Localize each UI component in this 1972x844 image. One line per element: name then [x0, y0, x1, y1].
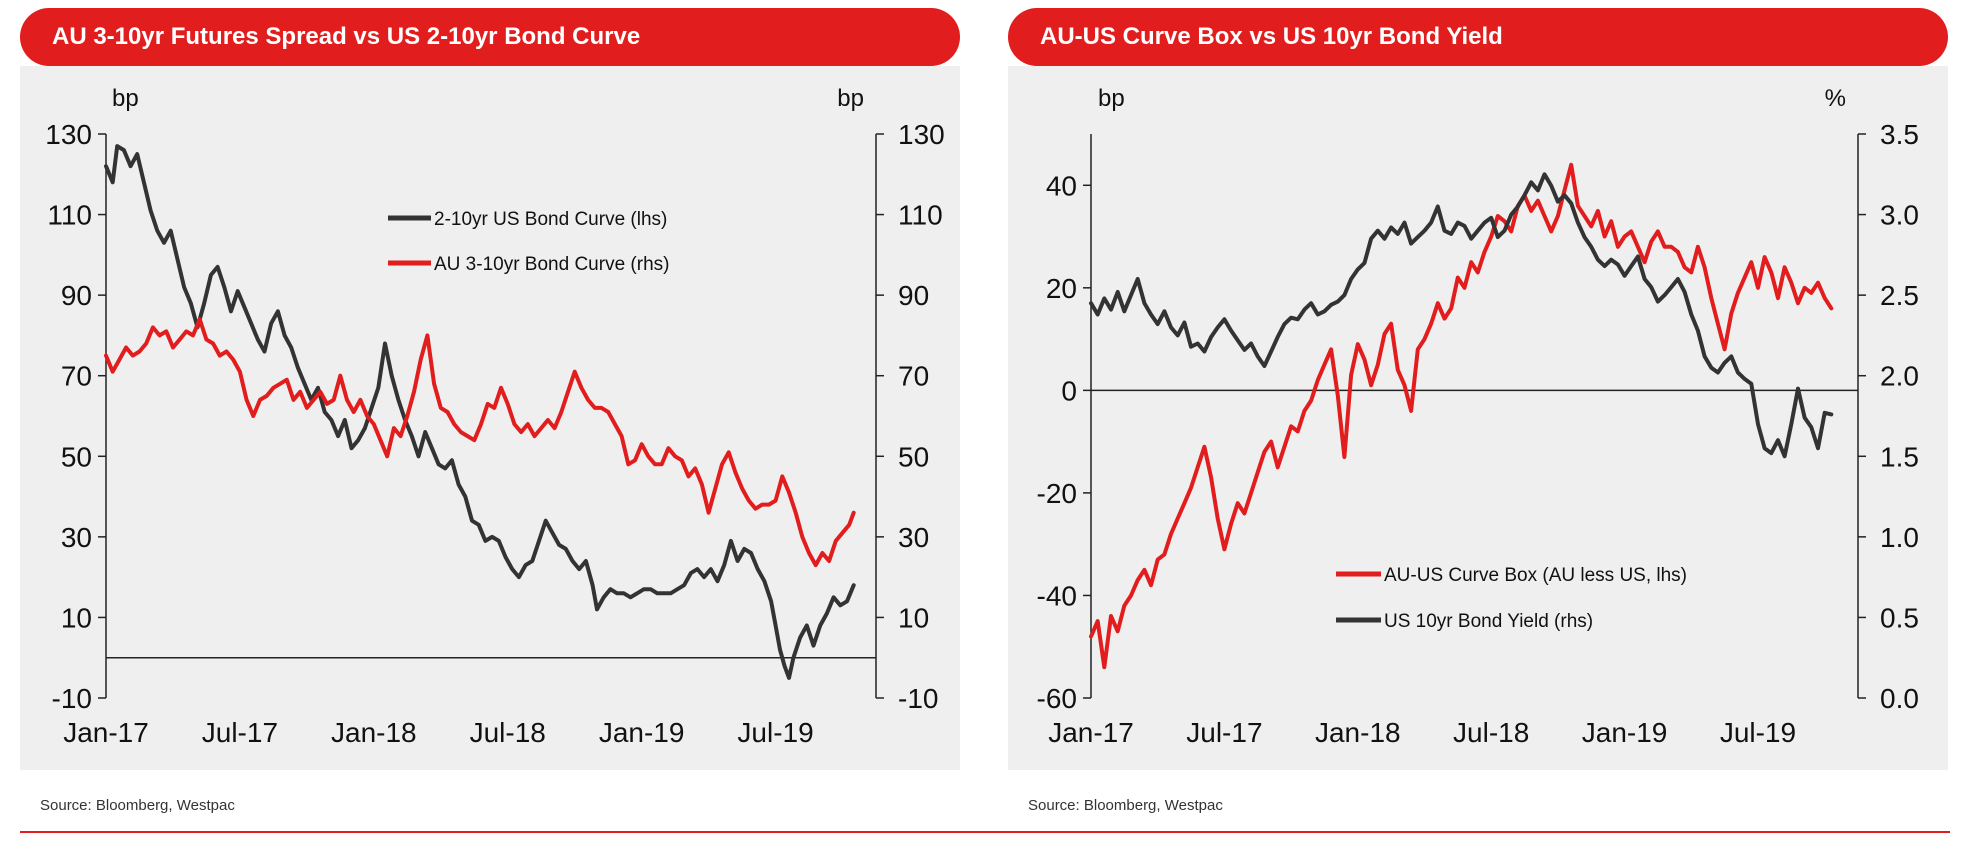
chart-svg-left: -10 10 30 50 70 90 110 130 -10 10 30 50 70 90 110 130 Ja…	[45, 85, 945, 748]
y-tick-label-right: 90	[898, 280, 929, 311]
y-tick-label-left: 20	[1046, 273, 1077, 304]
legend-label-us-yield: US 10yr Bond Yield (rhs)	[1384, 611, 1593, 632]
y-tick-label-right: 3.5	[1880, 119, 1919, 150]
y-tick-label-right: 30	[898, 522, 929, 553]
legend-right: AU-US Curve Box (AU less US, lhs) US 10y…	[1336, 565, 1687, 632]
x-tick-label: Jul-17	[202, 717, 278, 748]
y-tick-label-right: 10	[898, 602, 929, 633]
x-tick-label: Jul-19	[737, 717, 813, 748]
source-note-left: Source: Bloomberg, Westpac	[40, 797, 235, 814]
chart-title-right: AU-US Curve Box vs US 10yr Bond Yield	[1008, 8, 1948, 66]
x-tick-label: Jan-17	[1048, 717, 1134, 748]
chart-panel-right: AU-US Curve Box vs US 10yr Bond Yield -6…	[988, 0, 1952, 844]
footer-rule	[20, 831, 1950, 833]
y-tick-label-left: -10	[52, 683, 92, 714]
y-tick-label-left: 90	[61, 280, 92, 311]
series-line-right	[1089, 172, 1834, 459]
chart-title-left: AU 3-10yr Futures Spread vs US 2-10yr Bo…	[20, 8, 960, 66]
y-tick-label-right: 2.0	[1880, 361, 1919, 392]
y-tick-label-left: -60	[1037, 683, 1077, 714]
x-tick-label: Jan-19	[1582, 717, 1668, 748]
legend-label-curve-box: AU-US Curve Box (AU less US, lhs)	[1384, 565, 1687, 586]
chart-area-right: -60 -40 -20 0 20 40 0.0 0.5 1.0 1.5 2.0 2.5 3.0 3.5 Ja…	[1008, 66, 1948, 770]
y-tick-label-left: 130	[45, 119, 92, 150]
y-tick-label-right: 1.0	[1880, 522, 1919, 553]
y-tick-label-left: -40	[1037, 580, 1077, 611]
y-tick-label-right: 2.5	[1880, 280, 1919, 311]
y-tick-label-right: -10	[898, 683, 938, 714]
y-tick-label-right: 3.0	[1880, 200, 1919, 231]
y-tick-label-left: 0	[1061, 375, 1077, 406]
y-tick-label-right: 70	[898, 361, 929, 392]
chart-area-left: -10 10 30 50 70 90 110 130 -10 10 30 50 70 90 110 130 Ja…	[20, 66, 960, 770]
legend-label-us-curve: 2-10yr US Bond Curve (lhs)	[434, 209, 667, 230]
y-tick-label-right: 130	[898, 119, 945, 150]
x-tick-label: Jan-18	[331, 717, 417, 748]
x-tick-label: Jul-17	[1186, 717, 1262, 748]
y-tick-label-right: 0.0	[1880, 683, 1919, 714]
right-y-unit-left: bp	[837, 85, 864, 112]
legend-left: 2-10yr US Bond Curve (lhs) AU 3-10yr Bon…	[388, 209, 669, 275]
x-tick-label: Jan-18	[1315, 717, 1401, 748]
y-tick-label-left: -20	[1037, 478, 1077, 509]
left-y-unit-right: bp	[1098, 85, 1125, 112]
source-note-right: Source: Bloomberg, Westpac	[1028, 797, 1223, 814]
x-tick-label: Jul-19	[1720, 717, 1796, 748]
y-tick-label-left: 30	[61, 522, 92, 553]
y-tick-label-right: 110	[898, 200, 943, 231]
series-line-left	[104, 144, 856, 680]
y-tick-label-left: 70	[61, 361, 92, 392]
legend-label-au-curve: AU 3-10yr Bond Curve (rhs)	[434, 254, 669, 275]
x-tick-label: Jan-17	[63, 717, 149, 748]
y-tick-label-left: 50	[61, 441, 92, 472]
y-tick-label-left: 40	[1046, 170, 1077, 201]
y-tick-label-right: 0.5	[1880, 602, 1919, 633]
y-tick-label-left: 10	[61, 602, 92, 633]
series-line-left	[1089, 162, 1834, 670]
x-tick-label: Jan-19	[599, 717, 685, 748]
x-tick-label: Jul-18	[470, 717, 546, 748]
chart-panel-left: AU 3-10yr Futures Spread vs US 2-10yr Bo…	[0, 0, 964, 844]
x-tick-label: Jul-18	[1453, 717, 1529, 748]
y-tick-label-right: 50	[898, 441, 929, 472]
y-tick-label-right: 1.5	[1880, 441, 1919, 472]
y-tick-label-left: 110	[47, 200, 92, 231]
right-y-unit-right: %	[1825, 85, 1846, 112]
series-line-right	[104, 317, 856, 568]
left-y-unit-left: bp	[112, 85, 139, 112]
chart-svg-right: -60 -40 -20 0 20 40 0.0 0.5 1.0 1.5 2.0 2.5 3.0 3.5 Ja…	[1037, 85, 1919, 748]
